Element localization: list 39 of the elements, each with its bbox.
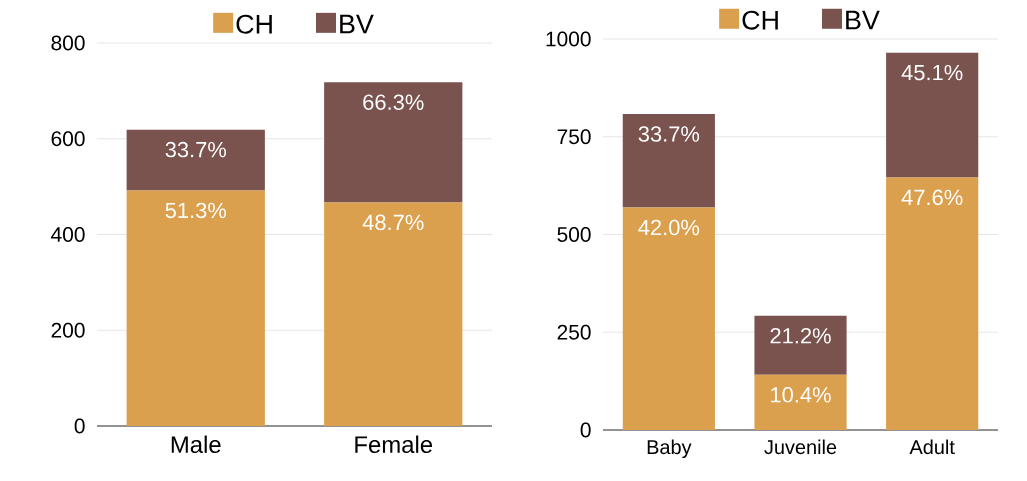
legend-label: BV xyxy=(846,10,880,30)
annotation: 48.7% xyxy=(362,214,424,231)
bar xyxy=(622,207,715,430)
annotation: 47.6% xyxy=(901,189,963,206)
y-tick-label: 1000 xyxy=(546,31,591,47)
annotation: 51.3% xyxy=(165,202,227,219)
bar xyxy=(324,202,463,426)
bar xyxy=(622,114,715,208)
annotation: 42.0% xyxy=(638,219,700,236)
annotation: 33.7% xyxy=(638,126,700,142)
legend-label: CH xyxy=(236,14,272,34)
y-tick-label: 200 xyxy=(51,322,85,338)
bar xyxy=(886,177,979,430)
legend-label: BV xyxy=(340,14,374,34)
y-tick-label: 0 xyxy=(74,418,85,434)
legend-label: CH xyxy=(742,10,778,30)
x-tick-label: Adult xyxy=(909,439,955,455)
bar xyxy=(886,52,979,178)
y-tick-label: 400 xyxy=(51,227,85,242)
x-tick-label: Female xyxy=(355,435,433,454)
y-tick-label: 600 xyxy=(51,131,85,147)
y-tick-label: 500 xyxy=(557,227,591,242)
annotation: 33.7% xyxy=(165,141,227,158)
x-tick-label: Baby xyxy=(647,439,692,459)
bar xyxy=(324,82,463,203)
bar xyxy=(754,374,847,430)
y-tick-label: 0 xyxy=(580,422,591,438)
annotation: 66.3% xyxy=(363,94,424,110)
annotation: 10.4% xyxy=(771,387,831,403)
bar xyxy=(754,315,847,375)
x-tick-label: Juvenile xyxy=(764,439,837,455)
y-tick-label: 250 xyxy=(557,324,591,340)
bar xyxy=(126,190,265,426)
annotation: 21.2% xyxy=(770,328,831,344)
x-tick-label: Male xyxy=(171,435,221,454)
annotation: 45.1% xyxy=(901,64,963,81)
y-tick-label: 800 xyxy=(51,35,85,51)
bar xyxy=(126,129,265,191)
y-tick-label: 750 xyxy=(557,129,591,145)
